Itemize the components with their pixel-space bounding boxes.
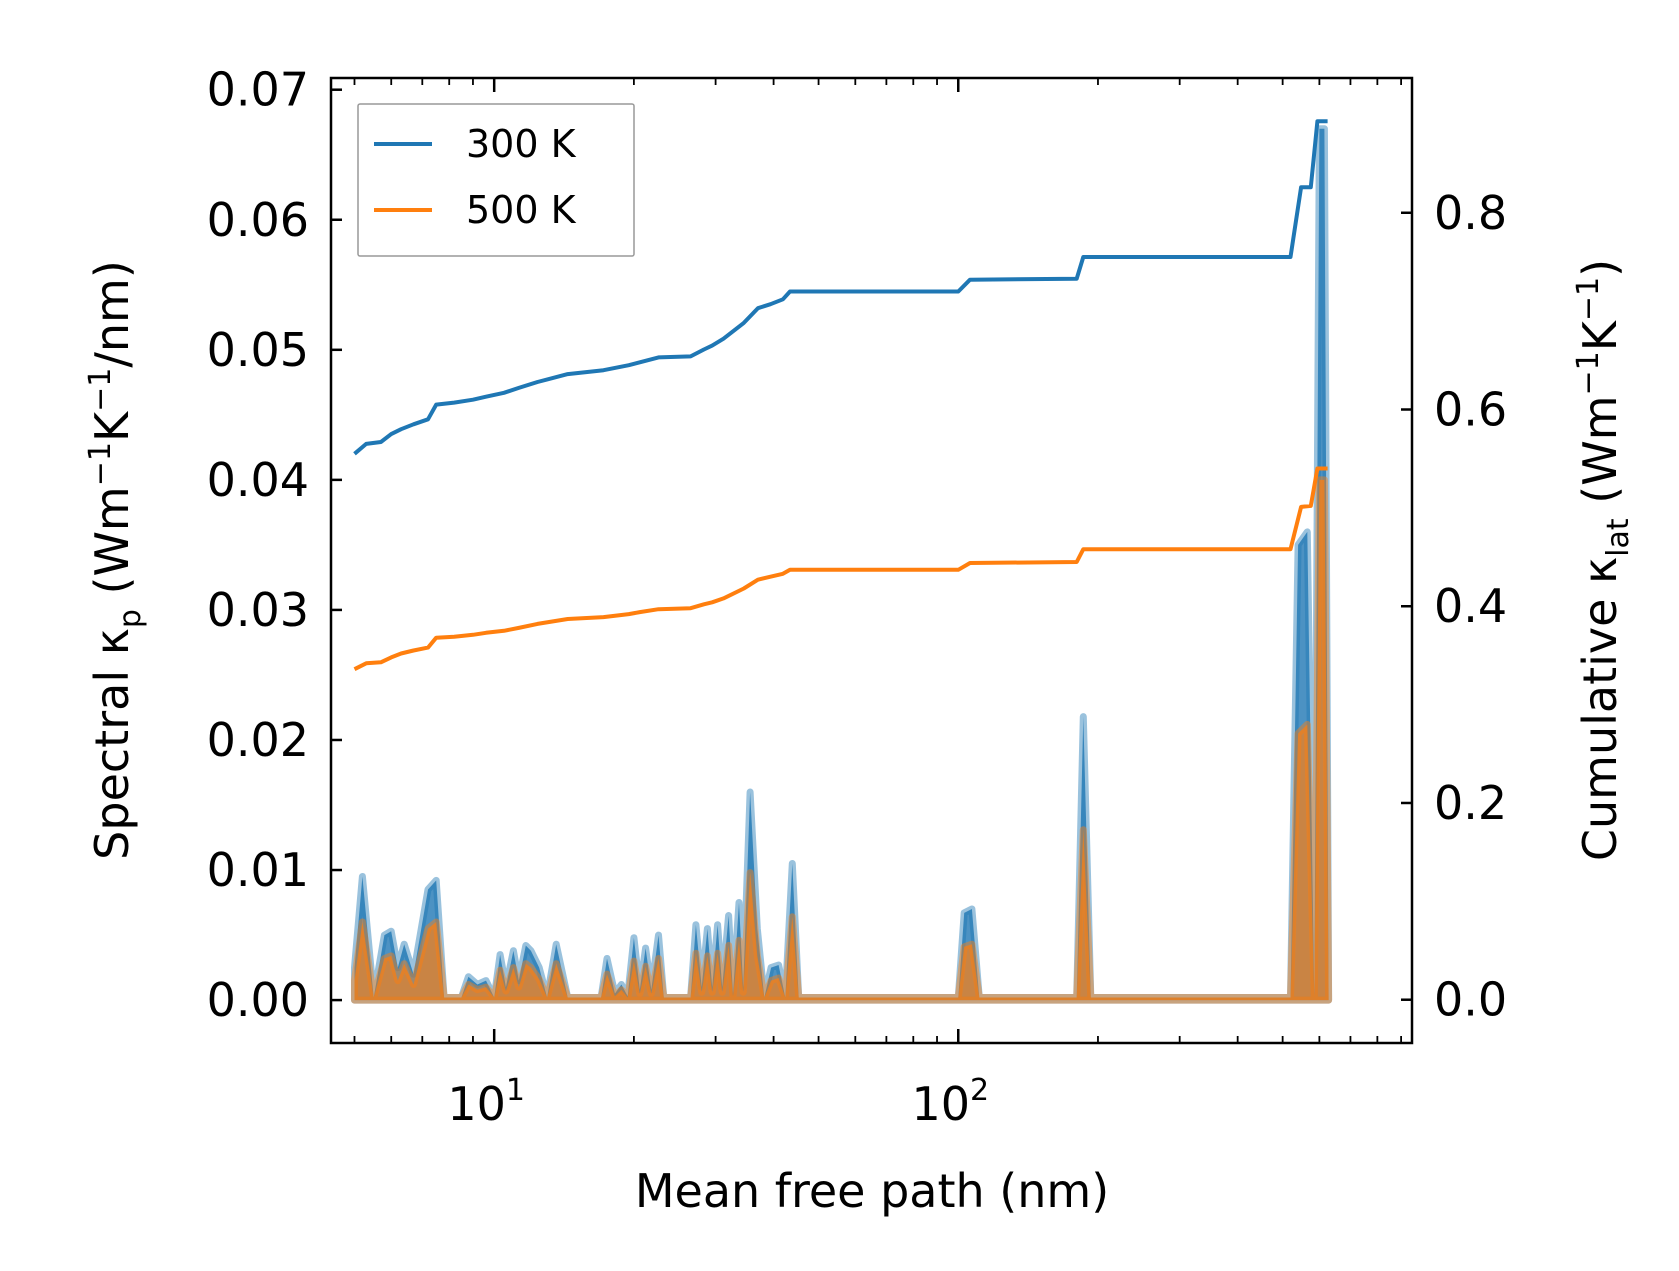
cumulative-line-layer [353,119,1328,671]
plot-frame [329,76,1414,1045]
y-right-tick-label: 0.0 [1434,973,1507,1027]
y-right-tick-label: 0.6 [1434,383,1507,437]
tick-layer: 0.00 0.01 0.02 0.03 0.04 0.05 0.06 0.07 0.0 0.2 0.… [207,63,1508,1131]
x-tick-label: 102 [911,1073,989,1131]
spectral-area-500k [351,476,1333,1004]
y-left-tick-label: 0.01 [207,843,309,897]
y-right-tick-label: 0.2 [1434,776,1507,830]
legend-label-300k: 300 K [466,122,577,166]
x-axis-label: Mean free path (nm) [635,1164,1109,1218]
y-left-tick-label: 0.06 [207,193,309,247]
y-left-tick-label: 0.00 [207,973,309,1027]
y-left-axis-label: Spectral κp (Wm−1K−1/nm) [83,260,148,860]
y-right-tick-label: 0.8 [1434,186,1507,240]
cumulative-line-300k [353,119,1328,456]
y-left-tick-label: 0.05 [207,323,309,377]
cumulative-line-500k [353,466,1328,671]
legend: 300 K 500 K [357,103,635,257]
y-left-tick-label: 0.07 [207,63,309,117]
spectral-fill-layer [351,125,1333,1004]
y-left-tick-label: 0.03 [207,583,309,637]
y-right-tick-label: 0.4 [1434,579,1507,633]
y-right-axis-label: Cumulative κlat (Wm−1K−1) [1571,259,1636,861]
x-tick-label: 101 [447,1073,525,1131]
legend-label-500k: 500 K [466,188,577,232]
y-left-tick-label: 0.02 [207,713,309,767]
y-left-tick-label: 0.04 [207,453,309,507]
